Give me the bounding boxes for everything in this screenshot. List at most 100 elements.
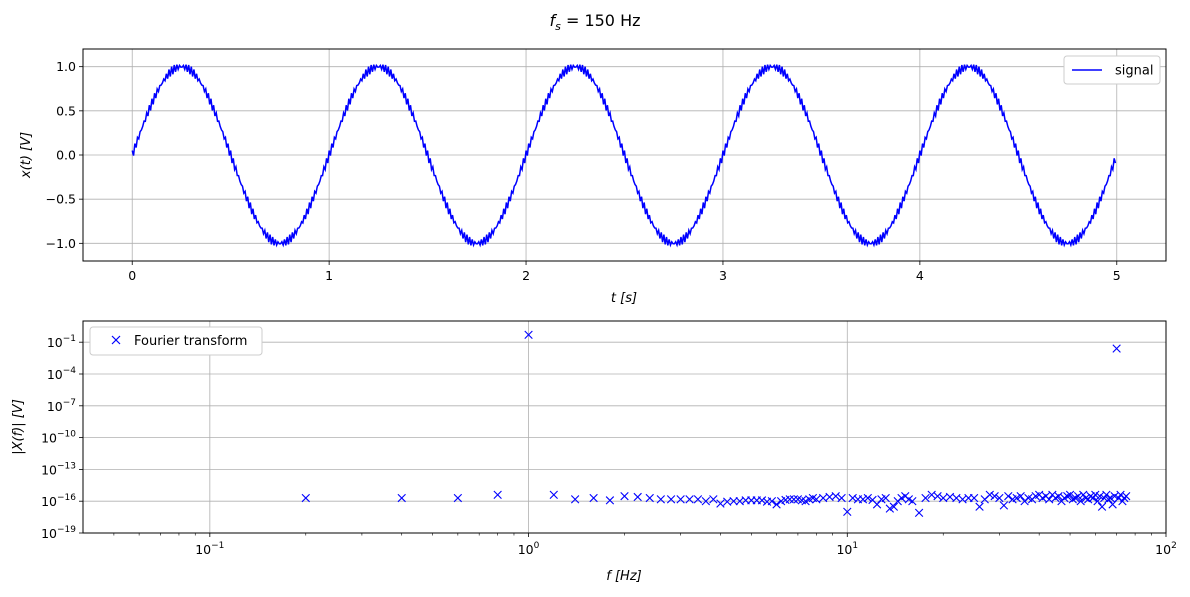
freq-legend-label: Fourier transform (134, 334, 247, 349)
fourier-point (493, 490, 502, 500)
fourier-peak-point (524, 330, 533, 339)
freq-x-tick-label: 100 (518, 541, 540, 557)
fourier-point (1097, 502, 1107, 511)
fourier-point (620, 491, 629, 501)
freq-y-tick-label: 10−19 (41, 525, 76, 541)
fourier-point (1004, 491, 1013, 501)
fourier-point (729, 497, 738, 506)
freq-y-tick-label: 10−16 (41, 493, 76, 509)
freq-y-tick-label: 10−10 (41, 430, 76, 446)
freq-y-tick-label: 10−7 (47, 398, 76, 414)
fourier-point (881, 493, 890, 503)
fourier-point (570, 495, 580, 504)
fourier-point (716, 499, 725, 508)
fourier-point (676, 495, 685, 504)
fourier-point (837, 493, 846, 503)
fourier-point (975, 502, 984, 511)
fourier-point (1106, 493, 1115, 503)
signal-line (131, 63, 1117, 248)
fourier-point (843, 507, 852, 516)
freq-y-tick-label: 10−4 (47, 366, 76, 382)
fourier-point (589, 493, 598, 503)
time-x-tick-label: 5 (1113, 268, 1121, 283)
fourier-point (709, 495, 718, 504)
frequency-domain-plot: 10−1 100 101 102 10−1910−1610−1310−1010−710… (11, 320, 1177, 584)
freq-x-ticks: 10−1 100 101 102 (113, 533, 1177, 557)
fourier-point (1012, 493, 1021, 503)
fourier-point (812, 495, 821, 504)
freq-legend-box (89, 326, 263, 356)
time-y-tick-label: 0.0 (56, 148, 76, 163)
fourier-point (921, 493, 930, 503)
time-y-ticks: −1.0 −0.5 0.0 0.5 1.0 (46, 59, 83, 251)
fourier-point (1065, 490, 1075, 500)
fourier-point (605, 496, 615, 505)
fourier-point (645, 493, 654, 503)
freq-x-tick-label: 102 (1155, 541, 1177, 557)
fourier-point (772, 500, 781, 509)
freq-y-ticks: 10−19 10−16 10−13 10−10 10−7 10−4 10−1 (41, 334, 83, 541)
time-x-tick-label: 4 (916, 268, 924, 283)
time-y-tick-label: 0.5 (56, 103, 76, 118)
time-x-ticks: 0 1 2 3 4 5 (128, 261, 1121, 283)
fourier-point (301, 493, 310, 503)
fourier-point (656, 495, 666, 504)
fourier-point (693, 495, 703, 504)
fourier-point (1076, 497, 1085, 506)
fourier-point (1054, 491, 1063, 501)
freq-x-tick-label: 101 (836, 541, 858, 557)
fourier-point (1095, 491, 1105, 501)
fourier-point (1068, 495, 1077, 504)
fourier-point (908, 497, 917, 506)
freq-y-tick-label: 10−13 (41, 461, 76, 477)
time-y-tick-label: 1.0 (56, 59, 76, 74)
time-x-tick-label: 1 (325, 268, 333, 283)
fourier-point (789, 495, 799, 504)
fourier-points-group (301, 330, 1131, 518)
fourier-point (848, 493, 857, 503)
fourier-point (1044, 495, 1054, 504)
fourier-point (995, 493, 1004, 503)
time-x-axis-label: t [s] (611, 291, 637, 306)
time-legend: signal (1063, 55, 1161, 85)
time-legend-box (1063, 55, 1161, 85)
fourier-point (863, 493, 873, 503)
fourier-point (985, 490, 994, 500)
time-y-tick-label: −1.0 (46, 236, 76, 251)
fourier-point (757, 496, 767, 505)
fourier-point (633, 492, 642, 502)
fourier-point (1093, 497, 1102, 506)
fourier-point (858, 495, 868, 504)
fourier-point (723, 497, 732, 506)
fourier-point (685, 495, 694, 504)
fourier-point (914, 508, 924, 518)
fourier-point (666, 495, 676, 504)
freq-legend-marker (111, 335, 121, 345)
fourier-point (397, 493, 406, 503)
fourier-point (767, 497, 777, 506)
fourier-point (990, 491, 999, 501)
time-y-tick-label: −0.5 (46, 192, 76, 207)
freq-y-axis-label: |X(f)| [V] (11, 399, 26, 455)
fourier-point (885, 504, 895, 513)
fourier-point (939, 493, 948, 503)
freq-x-axis-label: f [Hz] (606, 569, 641, 584)
fourier-point (831, 491, 840, 501)
time-x-tick-label: 0 (128, 268, 136, 283)
fourier-point (999, 501, 1009, 510)
freq-legend: Fourier transform (89, 326, 263, 356)
fourier-point (1073, 491, 1083, 501)
time-y-axis-label: x(t) [V] (19, 132, 34, 179)
freq-y-tick-label: 10−1 (47, 334, 76, 350)
fourier-point (785, 495, 794, 504)
time-x-tick-label: 2 (522, 268, 530, 283)
time-legend-label: signal (1115, 64, 1153, 79)
fourier-point (1016, 491, 1025, 501)
fourier-point (1063, 491, 1072, 501)
signal-line-group (131, 63, 1117, 248)
fourier-point (1121, 491, 1131, 501)
freq-x-tick-label: 10−1 (195, 541, 224, 557)
fourier-point (933, 491, 942, 501)
